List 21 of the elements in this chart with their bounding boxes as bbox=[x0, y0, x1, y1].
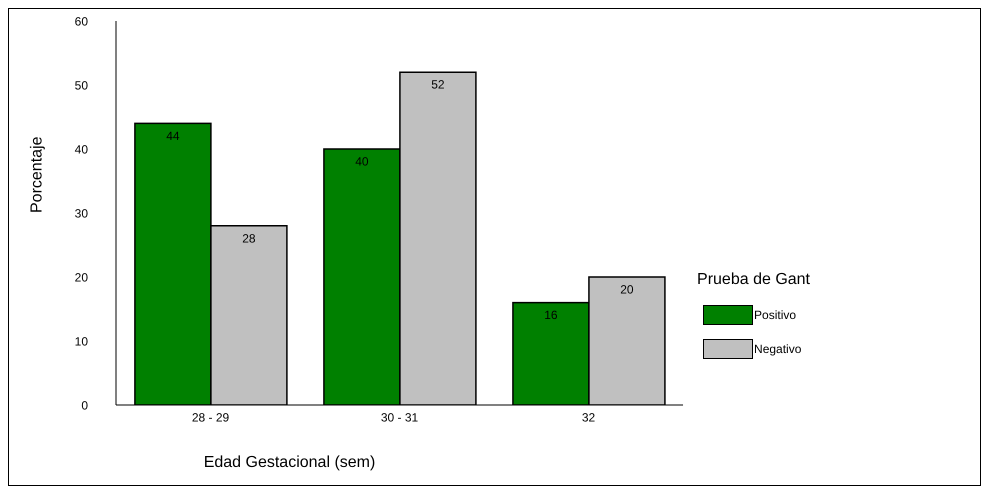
y-tick-label: 50 bbox=[74, 78, 88, 92]
legend-title: Prueba de Gant bbox=[697, 271, 810, 289]
data-label: 40 bbox=[355, 154, 369, 169]
y-tick-label: 0 bbox=[81, 398, 88, 412]
x-axis-title: Edad Gestacional (sem) bbox=[204, 454, 376, 471]
data-label: 28 bbox=[242, 231, 256, 246]
data-label: 52 bbox=[431, 78, 445, 92]
y-tick-label: 10 bbox=[74, 334, 88, 348]
y-tick-label: 20 bbox=[74, 270, 88, 284]
x-tick-label: 32 bbox=[582, 410, 596, 425]
legend-label: Negativo bbox=[754, 342, 802, 356]
y-tick-label: 30 bbox=[74, 206, 88, 220]
y-tick-label: 60 bbox=[74, 14, 88, 28]
x-tick-label: 28 - 29 bbox=[192, 410, 230, 425]
y-tick-label: 40 bbox=[74, 142, 88, 156]
data-label: 20 bbox=[620, 282, 634, 297]
x-tick-label: 30 - 31 bbox=[380, 410, 419, 425]
legend-label: Positivo bbox=[754, 308, 796, 322]
data-label: 16 bbox=[544, 308, 558, 322]
y-axis-title: Porcentaje bbox=[28, 136, 46, 213]
data-label: 44 bbox=[166, 128, 180, 143]
